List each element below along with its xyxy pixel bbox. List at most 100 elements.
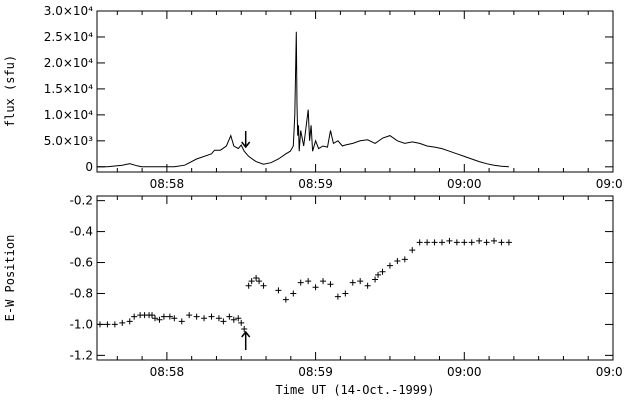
flux-x-tick-label: 09:00 <box>447 177 482 191</box>
position-data-point <box>208 313 215 320</box>
position-data-point <box>260 282 267 289</box>
position-data-point <box>372 276 379 283</box>
position-data-point <box>253 275 260 281</box>
position-y-tick-label: -0.8 <box>70 286 93 300</box>
position-x-axis-label: Time UT (14-Oct.-1999) <box>276 383 435 397</box>
position-panel: -1.2 -1.0 -0.8 -0.6 -0.4 -0.2 08:58 08:59 09:00… <box>3 194 624 397</box>
position-y-tick-label: -1.0 <box>70 317 93 331</box>
position-data-point <box>282 296 289 303</box>
position-data-point <box>349 279 356 286</box>
position-data-point <box>483 239 490 246</box>
position-data-point <box>171 315 178 322</box>
position-data-point <box>320 278 327 285</box>
position-data-point <box>461 239 468 246</box>
flux-y-ticks: 0 5.0×10³ 1.0×10⁴ 1.5×10⁴ 2.0×10⁴ 2.5×10⁴ 3.0×… <box>44 4 613 174</box>
position-data-point <box>220 318 227 325</box>
position-y-tick-label: -0.4 <box>70 225 93 239</box>
position-data-point <box>375 271 382 278</box>
position-data-point <box>186 312 193 319</box>
position-data-point <box>424 239 431 246</box>
position-data-point <box>297 279 304 286</box>
position-data-point <box>312 284 319 291</box>
position-data-point <box>305 278 312 285</box>
position-data-point <box>275 287 282 294</box>
flux-x-tick-label: 08:58 <box>150 177 185 191</box>
position-arrow-head <box>241 330 251 338</box>
position-data-point <box>290 290 297 297</box>
position-data-point <box>131 313 138 320</box>
position-data-point <box>505 239 512 246</box>
flux-plot-frame <box>96 10 614 173</box>
position-data-point <box>226 313 233 320</box>
position-data-point <box>256 278 263 285</box>
position-data-point <box>245 282 252 289</box>
position-y-tick-label: -0.6 <box>70 256 93 270</box>
position-data-point <box>327 281 334 288</box>
position-data-point <box>241 326 248 333</box>
position-data-point <box>126 318 133 325</box>
position-data-point <box>438 239 445 246</box>
flux-arrow-marker <box>241 131 251 149</box>
position-data-point <box>342 290 349 297</box>
position-data-point <box>96 321 103 328</box>
position-y-ticks: -1.2 -1.0 -0.8 -0.6 -0.4 -0.2 <box>70 194 613 362</box>
position-x-tick-label: 08:58 <box>150 365 185 379</box>
flux-panel: 0 5.0×10³ 1.0×10⁴ 1.5×10⁴ 2.0×10⁴ 2.5×10⁴ 3.0×… <box>3 4 624 191</box>
position-data-point <box>230 316 237 323</box>
position-data-point <box>491 237 498 244</box>
flux-arrow-head <box>241 141 251 149</box>
flux-series-line <box>97 31 509 168</box>
position-data-point <box>409 247 416 254</box>
position-x-tick-label: 09:01 <box>596 365 624 379</box>
flux-y-tick-label: 2.0×10⁴ <box>44 56 93 70</box>
flux-y-tick-label: 1.5×10⁴ <box>44 82 93 96</box>
position-data-point <box>416 239 423 246</box>
position-data-point <box>401 256 408 263</box>
position-data-point <box>119 319 126 326</box>
flux-x-tick-label: 09:01 <box>596 177 624 191</box>
position-data-point <box>379 268 386 275</box>
flux-y-tick-label: 2.5×10⁴ <box>44 30 93 44</box>
position-data-point <box>149 312 156 319</box>
position-x-tick-label: 08:59 <box>298 365 333 379</box>
position-data-point <box>238 319 245 326</box>
position-data-point <box>201 315 208 322</box>
position-x-tick-label: 09:00 <box>447 365 482 379</box>
position-arrow-marker <box>241 330 251 350</box>
position-data-point <box>468 239 475 246</box>
position-y-axis-label: E-W Position <box>3 235 17 322</box>
flux-y-tick-label: 1.0×10⁴ <box>44 108 93 122</box>
position-data-point <box>364 282 371 289</box>
position-data-point <box>235 315 242 322</box>
position-data-point <box>193 313 200 320</box>
position-data-point <box>160 313 167 320</box>
position-data-point <box>215 315 222 322</box>
position-data-point <box>453 239 460 246</box>
position-x-ticks: 08:58 08:59 09:00 09:01 <box>116 196 624 379</box>
position-data-point <box>166 313 173 320</box>
position-data-point <box>476 237 483 244</box>
flux-y-axis-label: flux (sfu) <box>3 55 17 127</box>
flux-y-tick-label: 5.0×10³ <box>44 134 93 148</box>
position-y-tick-label: -0.2 <box>70 194 93 208</box>
position-data-point <box>386 262 393 269</box>
position-data-point <box>431 239 438 246</box>
position-data-point <box>446 237 453 244</box>
position-data-point <box>111 321 118 328</box>
position-data-point <box>248 278 255 285</box>
position-data-point <box>104 321 111 328</box>
position-data-point <box>394 257 401 264</box>
flux-x-ticks: 08:58 08:59 09:00 09:01 <box>116 11 624 191</box>
position-data-point <box>151 315 158 322</box>
position-data-point <box>178 318 185 325</box>
flux-y-tick-label: 3.0×10⁴ <box>44 4 93 18</box>
position-data-point <box>156 316 163 323</box>
position-data-point <box>334 293 341 300</box>
position-data-point <box>357 278 364 285</box>
position-scatter-points <box>96 237 512 333</box>
flux-x-tick-label: 08:59 <box>298 177 333 191</box>
flux-y-tick-label: 0 <box>85 160 93 174</box>
position-plot-frame <box>96 195 614 361</box>
position-data-point <box>498 239 505 246</box>
